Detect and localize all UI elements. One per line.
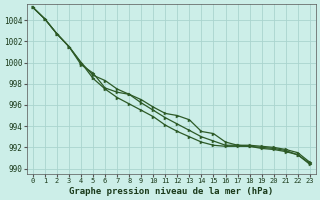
X-axis label: Graphe pression niveau de la mer (hPa): Graphe pression niveau de la mer (hPa) [69, 187, 274, 196]
